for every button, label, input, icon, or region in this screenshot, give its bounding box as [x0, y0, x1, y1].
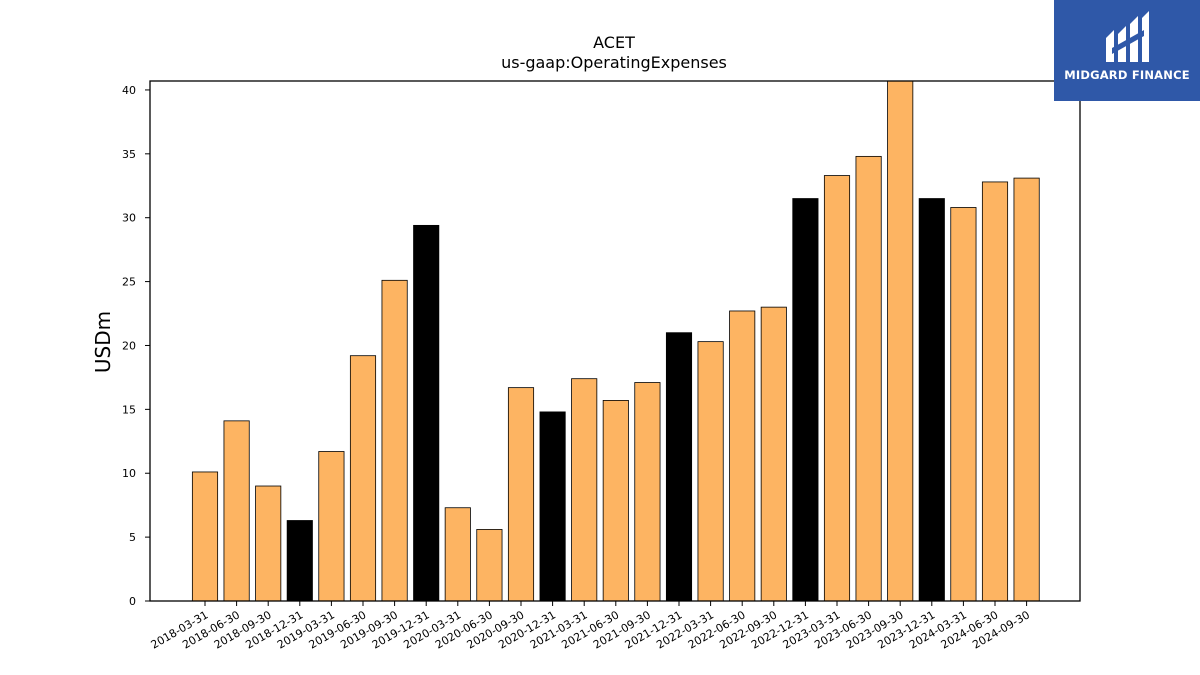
bar-2022-12-31 [792, 198, 819, 602]
bar-2024-06-30 [981, 181, 1009, 602]
bar-2024-09-30 [1013, 177, 1040, 602]
bar-2020-03-31 [444, 507, 471, 602]
logo-mark-icon [1106, 11, 1149, 62]
chart-subtitle: us-gaap:OperatingExpenses [501, 53, 727, 72]
bar-group [191, 80, 1040, 602]
bar-2018-06-30 [223, 420, 250, 602]
bar-2020-09-30 [507, 387, 535, 602]
bar-2022-09-30 [760, 306, 787, 602]
bar-2021-06-30 [602, 400, 629, 602]
y-tick-label: 40 [122, 84, 136, 97]
y-tick-label: 10 [122, 467, 136, 480]
bar-2019-06-30 [349, 355, 377, 602]
bar-2022-03-31 [697, 341, 724, 602]
y-tick-label: 0 [129, 595, 136, 608]
y-tick-label: 15 [122, 403, 136, 416]
y-tick-label: 30 [122, 212, 136, 225]
bar-2021-03-31 [571, 378, 598, 602]
bar-2019-12-31 [413, 224, 440, 602]
y-axis: 0 5 10 15 20 25 30 35 40 [122, 84, 150, 608]
chart-title: ACET [593, 33, 635, 52]
bar-2023-09-30 [887, 80, 914, 602]
x-axis: 2018-03-312018-06-302018-09-302018-12-31… [149, 601, 1032, 652]
bar-2023-06-30 [855, 155, 882, 602]
bar-2021-09-30 [634, 382, 661, 602]
bar-2018-03-31 [191, 471, 219, 602]
bar-2023-03-31 [823, 175, 851, 602]
bar-2020-12-31 [539, 411, 566, 602]
bar-2021-12-31 [665, 332, 693, 602]
plot-area: 0 5 10 15 20 25 30 35 40 2018-03-312018-06-30201… [122, 80, 1081, 652]
logo-text: MIDGARD FINANCE [1064, 68, 1190, 82]
y-axis-label: USDm [91, 311, 115, 373]
y-tick-label: 20 [122, 339, 136, 352]
y-tick-label: 35 [122, 148, 136, 161]
y-tick-label: 25 [122, 276, 136, 289]
bar-2018-09-30 [255, 485, 282, 602]
bar-2019-09-30 [381, 279, 408, 602]
bar-2020-06-30 [476, 529, 503, 602]
brand-logo: MIDGARD FINANCE [1054, 0, 1200, 101]
plot-frame [149, 80, 1081, 602]
bar-2022-06-30 [729, 310, 756, 602]
bar-2023-12-31 [918, 198, 945, 602]
bar-2018-12-31 [286, 520, 313, 602]
y-tick-label: 5 [129, 531, 136, 544]
bar-2019-03-31 [318, 451, 345, 602]
bar-2024-03-31 [950, 207, 977, 602]
